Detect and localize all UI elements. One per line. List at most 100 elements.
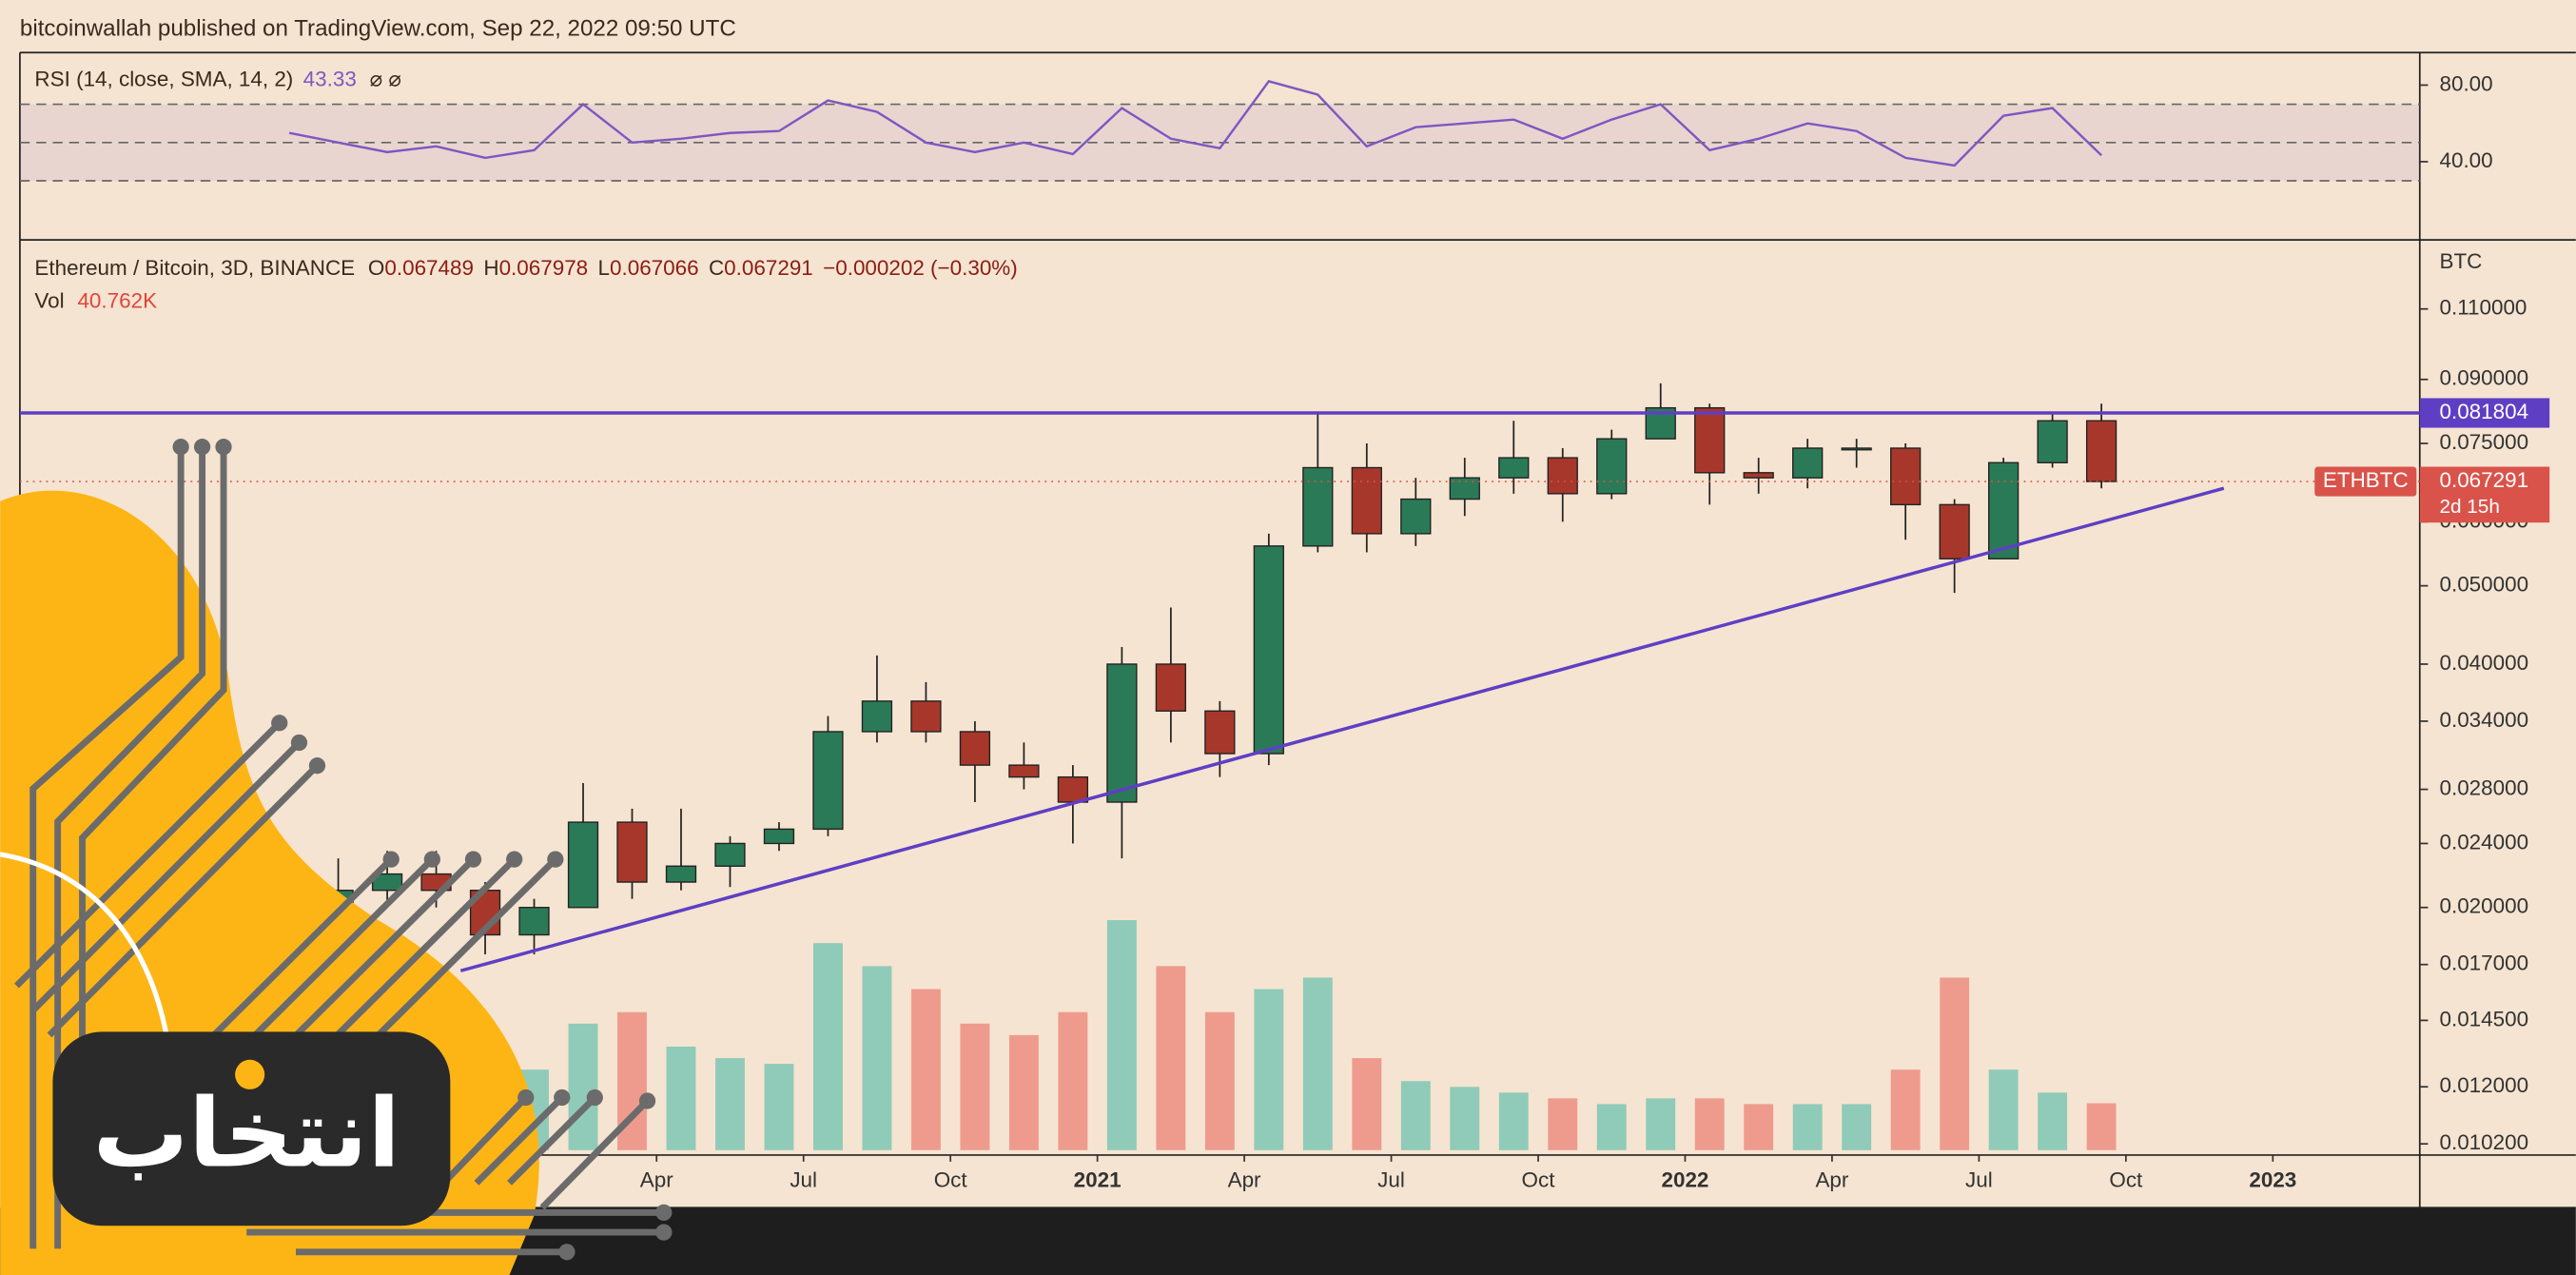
candle-body bbox=[2037, 420, 2068, 463]
price-legend: Ethereum / Bitcoin, 3D, BINANCE O0.067489… bbox=[34, 256, 1017, 280]
x-tick-label: 2021 bbox=[1074, 1167, 1122, 1191]
y-tick-label: 0.028000 bbox=[2439, 776, 2528, 800]
candle-body bbox=[910, 700, 942, 733]
candle-body bbox=[1792, 447, 1824, 479]
trendline bbox=[459, 486, 2225, 972]
y-tick-label: 0.010200 bbox=[2439, 1130, 2528, 1154]
x-tick-label: 2022 bbox=[1662, 1167, 1709, 1191]
volume-bar bbox=[2038, 1092, 2068, 1150]
volume-bar bbox=[1792, 1104, 1823, 1150]
candle-body bbox=[1743, 472, 1774, 479]
candle-body bbox=[1449, 477, 1480, 500]
candle-body bbox=[1890, 447, 1922, 506]
volume-bar bbox=[715, 1058, 745, 1150]
candle-body bbox=[1547, 457, 1578, 495]
x-tick-label: Jul bbox=[1377, 1167, 1405, 1191]
volume-bar bbox=[1204, 1011, 1235, 1150]
volume-legend: Vol 40.762K bbox=[34, 289, 157, 313]
x-tick-label: Jul bbox=[1965, 1167, 1993, 1191]
y-tick-label: 0.012000 bbox=[2439, 1073, 2528, 1097]
logo-coin bbox=[235, 1059, 265, 1089]
y-tick-label: 0.034000 bbox=[2439, 708, 2528, 732]
volume-bar bbox=[910, 989, 941, 1150]
circuit-nodes bbox=[172, 439, 673, 1261]
y-tick-label: 0.017000 bbox=[2439, 951, 2528, 975]
volume-bar bbox=[1988, 1069, 2019, 1150]
rsi-tick-label: 40.00 bbox=[2439, 148, 2492, 172]
volume-bar bbox=[1498, 1092, 1529, 1150]
candle-body bbox=[861, 700, 893, 733]
volume-bar bbox=[764, 1064, 794, 1150]
candle-body bbox=[1351, 466, 1382, 535]
volume-bar bbox=[1106, 920, 1137, 1150]
y-tick-label: 0.040000 bbox=[2439, 651, 2528, 675]
symbol-label-box bbox=[2314, 466, 2417, 497]
rsi-tick-label: 80.00 bbox=[2439, 71, 2492, 95]
y-unit: BTC bbox=[2439, 249, 2482, 273]
candle-body bbox=[1155, 663, 1186, 712]
last-price-label: 0.067291 bbox=[2439, 468, 2528, 492]
candle-body bbox=[665, 865, 697, 883]
y-tick-label: 0.075000 bbox=[2439, 430, 2528, 454]
candle-body bbox=[518, 907, 550, 936]
candle-body bbox=[1596, 438, 1628, 495]
countdown-label: 2d 15h bbox=[2439, 496, 2499, 518]
y-tick-label: 0.050000 bbox=[2439, 573, 2528, 597]
candle-body bbox=[1400, 498, 1432, 535]
x-tick-label: Oct bbox=[934, 1167, 968, 1191]
volume-bar bbox=[1156, 966, 1186, 1150]
x-tick-label: Apr bbox=[640, 1167, 673, 1191]
volume-bar bbox=[1694, 1098, 1725, 1150]
volume-bar bbox=[666, 1046, 696, 1150]
volume-bar bbox=[1400, 1081, 1431, 1150]
candle-body bbox=[567, 821, 599, 909]
symbol-label: ETHBTC bbox=[2323, 468, 2409, 492]
candle-body bbox=[616, 821, 648, 883]
volume-bar bbox=[1890, 1069, 1921, 1150]
volume-bar bbox=[862, 966, 892, 1150]
y-tick-label: 0.110000 bbox=[2439, 296, 2527, 320]
x-tick-label: Apr bbox=[1228, 1167, 1261, 1191]
x-tick-label: Oct bbox=[2109, 1167, 2143, 1191]
logo-badge bbox=[52, 1031, 451, 1226]
x-tick-label: Oct bbox=[1522, 1167, 1556, 1191]
volume-bar bbox=[812, 943, 843, 1150]
volume-bar bbox=[960, 1023, 990, 1150]
candle-body bbox=[1694, 406, 1726, 474]
volume-bar bbox=[1450, 1087, 1480, 1150]
candle-body bbox=[1008, 764, 1040, 778]
logo-text: انتخاب bbox=[93, 1078, 400, 1189]
candle-body bbox=[2085, 420, 2117, 482]
volume-bar bbox=[1646, 1098, 1676, 1150]
candle-body bbox=[959, 731, 991, 766]
rsi-line bbox=[288, 80, 2102, 167]
candle-body bbox=[763, 828, 795, 845]
y-tick-label: 0.020000 bbox=[2439, 894, 2528, 918]
candle-body bbox=[1204, 710, 1236, 755]
candle-body bbox=[1302, 466, 1334, 547]
x-tick-label: 2023 bbox=[2249, 1167, 2296, 1191]
volume-bar bbox=[1058, 1011, 1088, 1150]
y-tick-label: 0.090000 bbox=[2439, 366, 2528, 390]
hline-label-box bbox=[2419, 398, 2550, 428]
candle-body bbox=[1253, 545, 1284, 755]
candle-body bbox=[714, 842, 746, 867]
volume-bar bbox=[1548, 1098, 1578, 1150]
volume-bar bbox=[1352, 1058, 1382, 1150]
volume-bar bbox=[2086, 1103, 2117, 1150]
volume-bar bbox=[1596, 1104, 1627, 1150]
volume-bar bbox=[1302, 977, 1333, 1150]
x-tick-label: Jul bbox=[790, 1167, 817, 1191]
volume-bar bbox=[1842, 1104, 1872, 1150]
candle-body bbox=[1057, 775, 1089, 803]
volume-bar bbox=[1940, 977, 1970, 1150]
candle-body bbox=[812, 731, 844, 831]
volume-bar bbox=[568, 1023, 598, 1150]
hline-label: 0.081804 bbox=[2439, 400, 2528, 423]
volume-bar bbox=[1008, 1034, 1039, 1150]
candle-body bbox=[1106, 663, 1138, 803]
volume-bar bbox=[1254, 989, 1284, 1150]
header: bitcoinwallah published on TradingView.c… bbox=[20, 15, 736, 41]
